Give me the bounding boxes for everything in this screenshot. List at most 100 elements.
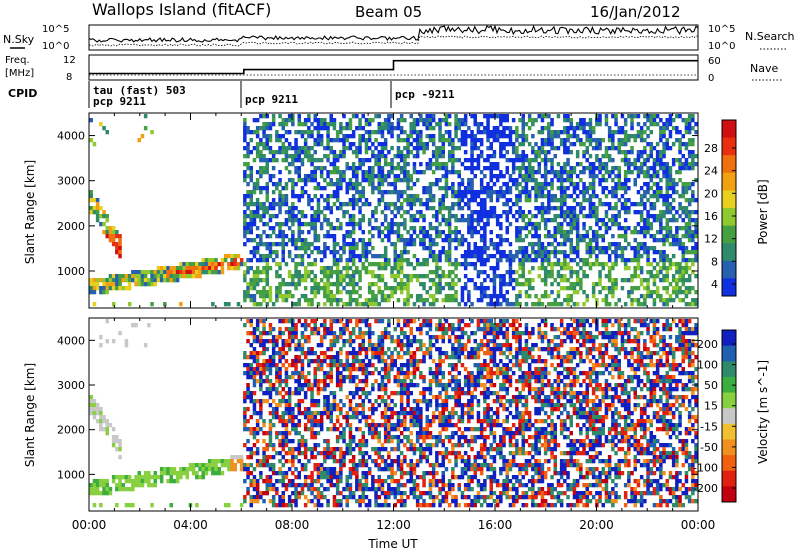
heatmap-cell [486,254,490,259]
heatmap-cell [636,222,641,227]
heatmap-cell [284,327,289,332]
heatmap-cell [524,258,529,263]
heatmap-cell [636,210,641,215]
heatmap-cell [694,230,698,235]
heatmap-cell [483,198,487,203]
heatmap-cell [582,198,586,203]
heatmap-cell [684,190,689,195]
heatmap-cell [246,166,250,171]
heatmap-cell [358,162,362,167]
heatmap-cell [591,146,596,151]
heatmap-cell [268,146,273,151]
heatmap-cell [518,294,522,299]
heatmap-cell [339,282,343,287]
heatmap-cell [259,475,263,480]
heatmap-cell [239,262,244,267]
heatmap-cell [246,391,250,396]
heatmap-cell [255,234,260,239]
heatmap-cell [649,114,653,119]
heatmap-cell [470,178,474,183]
heatmap-cell [111,234,116,239]
heatmap-cell [99,214,103,219]
heatmap-cell [655,190,660,195]
heatmap-cell [252,210,257,215]
heatmap-cell [252,355,257,360]
heatmap-cell [671,274,676,279]
heatmap-cell [505,158,509,163]
heatmap-cell [265,242,269,247]
heatmap-cell [479,246,484,251]
heatmap-cell [99,335,103,340]
heatmap-cell [467,158,471,163]
heatmap-cell [316,126,321,131]
heatmap-cell [227,262,231,267]
heatmap-cell [470,134,474,139]
heatmap-cell [332,282,337,287]
heatmap-cell [611,170,615,175]
heatmap-cell [262,242,266,247]
heatmap-cell [428,186,433,191]
heatmap-cell [662,274,666,279]
heatmap-cell [412,182,417,187]
noise-right-ytick-bottom: 10^0 [708,41,735,52]
heatmap-cell [115,439,119,444]
heatmap-cell [316,250,321,255]
heatmap-cell [118,479,122,484]
heatmap-cell [671,290,676,295]
heatmap-cell [659,154,663,159]
heatmap-cell [393,154,397,159]
heatmap-cell [614,146,618,151]
heatmap-cell [502,298,506,303]
heatmap-cell [259,367,263,372]
heatmap-cell [265,483,269,488]
heatmap-cell [291,491,295,496]
heatmap-cell [255,250,260,255]
heatmap-cell [691,194,695,199]
heatmap-cell [291,230,295,235]
heatmap-cell [259,190,263,195]
heatmap-cell [473,118,477,123]
heatmap-cell [518,250,522,255]
heatmap-cell [505,142,509,147]
heatmap-cell [211,463,215,468]
heatmap-cell [467,198,471,203]
heatmap-cell [367,290,372,295]
heatmap-cell [454,170,458,175]
heatmap-cell [646,170,650,175]
heatmap-cell [313,443,317,448]
heatmap-cell [489,302,493,307]
heatmap-cell [454,274,458,279]
heatmap-cell [623,262,628,267]
heatmap-cell [307,359,311,364]
heatmap-cell [428,238,433,243]
heatmap-cell [364,138,369,143]
heatmap-cell [678,206,682,211]
heatmap-cell [441,198,445,203]
heatmap-cell [623,118,628,123]
heatmap-cell [268,395,273,400]
heatmap-cell [252,331,257,336]
heatmap-cell [102,479,106,484]
heatmap-cell [556,134,561,139]
heatmap-cell [598,270,602,275]
heatmap-cell [307,178,311,183]
heatmap-cell [489,210,493,215]
heatmap-cell [319,343,324,348]
heatmap-cell [403,226,407,231]
heatmap-cell [598,170,602,175]
heatmap-cell [607,226,612,231]
heatmap-cell [646,258,650,263]
heatmap-cell [489,294,493,299]
heatmap-cell [383,146,388,151]
heatmap-cell [227,254,231,259]
heatmap-cell [604,298,609,303]
heatmap-cell [585,246,589,251]
heatmap-cell [284,194,289,199]
heatmap-cell [287,459,292,464]
heatmap-cell [326,202,330,207]
heatmap-cell [287,162,292,167]
heatmap-cell [595,166,599,171]
heatmap-cell [396,126,401,131]
heatmap-cell [284,403,289,408]
heatmap-cell [684,230,689,235]
